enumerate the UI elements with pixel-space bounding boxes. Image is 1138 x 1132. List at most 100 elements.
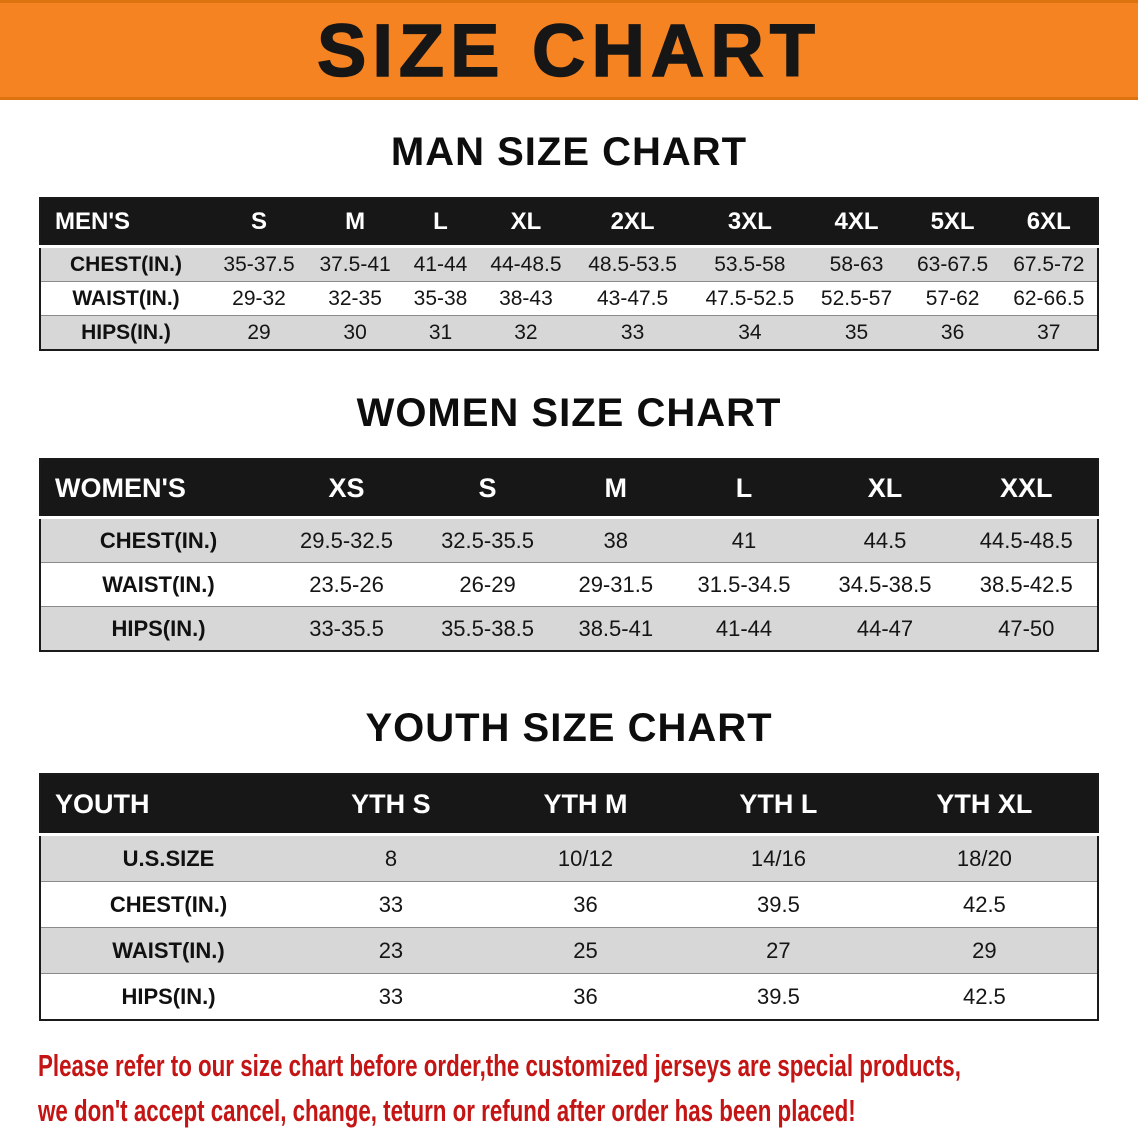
measurement-row: CHEST(IN.) 29.5-32.5 32.5-35.5 38 41 44.5 44.5… [40, 517, 1098, 563]
row-label-cell: CHEST(IN.) [109, 891, 228, 917]
size-value-cell: 34 [738, 320, 762, 344]
size-value-cell: 35-37.5 [223, 252, 295, 276]
row-label-cell: CHEST(IN.) [70, 252, 182, 276]
size-value-cell: 27 [766, 937, 791, 963]
measurement-row: HIPS(IN.) 29 30 31 32 33 34 35 36 37 [40, 315, 1098, 350]
size-value-cell: 38 [603, 527, 628, 553]
size-value-cell: 33 [378, 891, 404, 917]
size-value-cell: 29-31.5 [578, 571, 654, 597]
women-size-table: WOMEN'S XS S M L XL XXL CHEST(IN.) 29.5-32.5 32.5… [39, 458, 1099, 652]
size-value-cell: 44.5 [863, 527, 907, 553]
men-section-heading: MAN SIZE CHART [390, 130, 748, 174]
table-header-row: YOUTH YTH S YTH M YTH L YTH XL [40, 774, 1098, 836]
women-section-heading: WOMEN SIZE CHART [356, 391, 782, 435]
table-header-row: MEN'S S M L XL 2XL 3XL 4XL 5XL 6XL [40, 198, 1098, 248]
size-value-cell: 32-35 [328, 286, 382, 310]
size-value-cell: 57-62 [925, 286, 980, 310]
size-column-header: M [558, 459, 674, 519]
banner: SIZE CHART [0, 0, 1138, 100]
disclaimer-line-1: Please refer to our size chart before or… [38, 1048, 961, 1083]
size-value-cell: 39.5 [757, 983, 800, 1009]
size-value-cell: 32 [514, 320, 538, 344]
page-title: SIZE CHART [316, 8, 821, 93]
size-value-cell: 29-32 [232, 286, 286, 310]
size-value-cell: 31 [428, 320, 453, 344]
size-value-cell: 23 [378, 937, 404, 963]
size-column-header: YTH M [485, 774, 686, 836]
size-value-cell: 37 [1037, 320, 1061, 344]
measurement-row: CHEST(IN.) 35-37.5 37.5-41 41-44 44-48.5 48.5… [40, 246, 1098, 282]
size-value-cell: 35.5-38.5 [441, 615, 535, 641]
youth-section-heading: YOUTH SIZE CHART [365, 706, 773, 750]
size-value-cell: 53.5-58 [714, 252, 786, 276]
size-value-cell: 42.5 [962, 983, 1006, 1009]
size-value-cell: 52.5-57 [820, 286, 893, 310]
size-value-cell: 36 [573, 891, 598, 917]
size-column-header: 6XL [1000, 198, 1098, 248]
size-column-header: 2XL [573, 198, 692, 248]
size-column-header: 4XL [808, 198, 905, 248]
size-value-cell: 41-44 [413, 252, 468, 276]
women-size-chart-section: WOMEN SIZE CHART WOMEN'S XS S M L XL XXL CHEST(… [0, 391, 1138, 652]
men-size-table: MEN'S S M L XL 2XL 3XL 4XL 5XL 6XL CHEST(IN.) 35-37… [39, 197, 1099, 351]
size-value-cell: 44.5-48.5 [979, 527, 1073, 553]
row-label-cell: HIPS(IN.) [111, 615, 206, 641]
size-value-cell: 47.5-52.5 [705, 286, 795, 310]
size-value-cell: 29 [972, 937, 997, 963]
size-value-cell: 48.5-53.5 [588, 252, 677, 276]
size-value-cell: 38-43 [499, 286, 553, 310]
size-value-cell: 62-66.5 [1013, 286, 1085, 310]
size-value-cell: 18/20 [956, 845, 1012, 871]
row-label-cell: CHEST(IN.) [99, 527, 218, 553]
size-value-cell: 33 [378, 983, 404, 1009]
size-value-cell: 41-44 [715, 615, 773, 641]
size-value-cell: 35 [844, 320, 869, 344]
size-value-cell: 10/12 [557, 845, 613, 871]
size-column-header: M [307, 198, 404, 248]
size-column-header: XXL [955, 459, 1098, 519]
size-value-cell: 14/16 [750, 845, 806, 871]
row-label-cell: WAIST(IN.) [112, 937, 225, 963]
size-value-cell: 8 [384, 845, 398, 871]
youth-size-chart-section: YOUTH SIZE CHART YOUTH YTH S YTH M YTH L YTH… [0, 706, 1138, 1021]
size-column-header: 3XL [691, 198, 809, 248]
disclaimer-line-2: we don't accept cancel, change, teturn o… [38, 1092, 856, 1128]
size-value-cell: 38.5-42.5 [979, 571, 1073, 597]
table-title-cell: WOMEN'S [40, 459, 276, 519]
size-value-cell: 35-38 [413, 286, 468, 310]
size-value-cell: 44-47 [856, 615, 914, 641]
size-value-cell: 47-50 [998, 615, 1055, 641]
row-label-cell: HIPS(IN.) [121, 983, 216, 1009]
row-label-cell: WAIST(IN.) [72, 286, 180, 310]
men-size-chart-section: MAN SIZE CHART MEN'S S M L XL 2XL 3XL 4XL 5XL 6XL… [0, 130, 1138, 351]
size-column-header: YTH S [296, 774, 486, 836]
size-value-cell: 36 [940, 320, 965, 344]
row-label-cell: WAIST(IN.) [102, 571, 215, 597]
size-value-cell: 23.5-26 [309, 571, 384, 597]
size-value-cell: 58-63 [829, 252, 884, 276]
size-column-header: XL [814, 459, 956, 519]
size-value-cell: 43-47.5 [596, 286, 669, 310]
size-value-cell: 63-67.5 [916, 252, 989, 276]
measurement-row: U.S.SIZE 8 10/12 14/16 18/20 [40, 834, 1098, 882]
size-value-cell: 36 [573, 983, 598, 1009]
size-column-header: S [211, 198, 308, 248]
size-value-cell: 25 [573, 937, 598, 963]
size-value-cell: 41 [731, 527, 757, 553]
size-value-cell: 33-35.5 [309, 615, 384, 641]
size-column-header: 5XL [904, 198, 1001, 248]
size-column-header: YTH L [685, 774, 872, 836]
size-value-cell: 29.5-32.5 [300, 527, 393, 553]
size-value-cell: 34.5-38.5 [838, 571, 932, 597]
table-title-cell: MEN'S [40, 198, 211, 248]
row-label-cell: U.S.SIZE [122, 845, 215, 871]
size-value-cell: 37.5-41 [319, 252, 391, 276]
table-header-row: WOMEN'S XS S M L XL XXL [40, 459, 1098, 519]
size-value-cell: 29 [247, 320, 271, 344]
size-value-cell: 42.5 [962, 891, 1006, 917]
row-label-cell: HIPS(IN.) [81, 320, 171, 344]
size-column-header: S [417, 459, 559, 519]
size-column-header: YTH XL [871, 774, 1098, 836]
size-column-header: L [673, 459, 815, 519]
size-column-header: XL [477, 198, 574, 248]
